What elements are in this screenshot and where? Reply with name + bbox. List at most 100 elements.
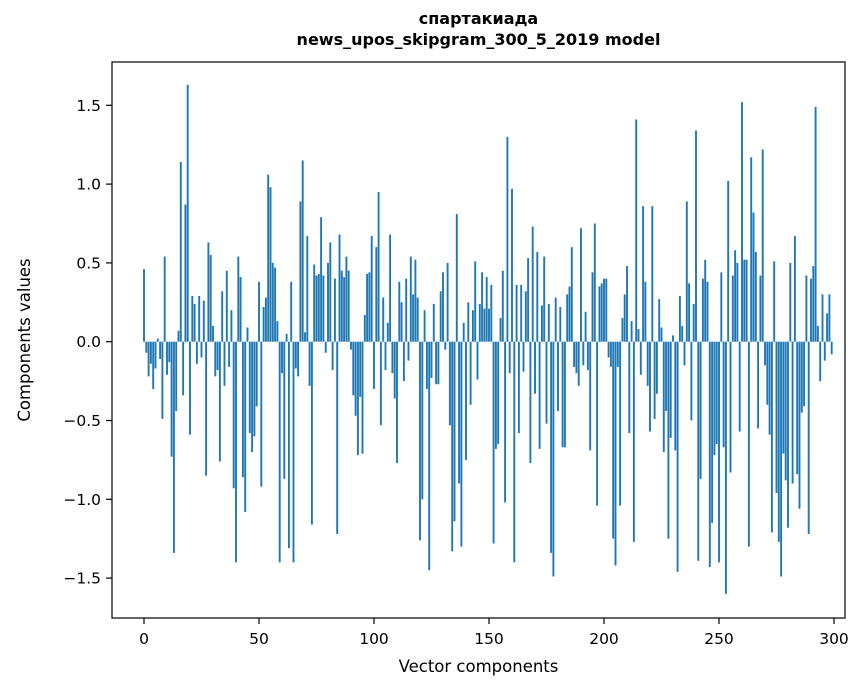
bar: [264, 297, 267, 342]
bar: [690, 341, 693, 421]
bar: [166, 341, 168, 375]
bar: [189, 341, 191, 435]
bar: [729, 341, 732, 473]
bar: [734, 250, 737, 342]
bar: [377, 191, 380, 342]
bar: [653, 341, 656, 419]
bar: [561, 341, 564, 448]
bar: [708, 341, 711, 568]
bar: [759, 275, 762, 342]
bar: [476, 341, 479, 380]
bar: [488, 308, 490, 342]
bar: [329, 242, 332, 342]
y-tick-label: −0.5: [63, 412, 101, 430]
bar: [442, 272, 444, 342]
bar: [738, 341, 741, 432]
bar: [764, 341, 766, 366]
bar: [816, 325, 819, 342]
bar: [621, 318, 624, 342]
bar: [715, 341, 718, 445]
bar: [699, 341, 702, 479]
x-axis: 0 50 100 150 200 250 300: [139, 618, 849, 648]
bar: [225, 270, 228, 342]
bar: [172, 341, 175, 553]
bar: [361, 341, 364, 454]
bar: [598, 286, 601, 342]
bar: [366, 273, 369, 342]
bar: [338, 234, 341, 342]
bar: [752, 212, 755, 342]
bar: [244, 341, 247, 512]
y-tick-label: −1.5: [63, 570, 101, 588]
y-tick-label: 1.5: [76, 97, 101, 115]
bar: [285, 333, 288, 342]
bar: [780, 341, 783, 577]
bar: [391, 341, 394, 374]
bar: [607, 341, 610, 358]
bar: [761, 149, 764, 342]
chart-title-line2: news_upos_skipgram_300_5_2019 model: [297, 30, 661, 49]
bar: [492, 341, 495, 544]
bar: [688, 283, 691, 342]
bar: [239, 277, 242, 342]
bar: [255, 341, 258, 407]
bar: [407, 341, 410, 361]
bar: [722, 341, 725, 448]
bar: [789, 262, 792, 342]
x-tick-label: 50: [249, 630, 269, 648]
bar: [260, 341, 263, 487]
bar: [826, 313, 829, 342]
bar: [768, 341, 771, 435]
bar: [736, 262, 739, 342]
bar: [573, 341, 576, 367]
bar: [517, 341, 520, 434]
bar: [271, 262, 274, 342]
bar: [674, 341, 677, 451]
bar: [170, 341, 173, 457]
bar: [269, 187, 272, 342]
bar: [644, 281, 647, 342]
bar: [695, 130, 697, 342]
bar: [402, 341, 405, 382]
bar: [193, 303, 196, 342]
bar: [524, 291, 527, 342]
bar: [163, 256, 166, 342]
bar: [630, 321, 633, 342]
bar: [278, 341, 281, 563]
bar: [773, 261, 776, 342]
bar: [552, 341, 555, 577]
bar: [616, 341, 619, 367]
bar: [490, 284, 493, 342]
bar: [437, 341, 440, 385]
bar: [448, 341, 451, 426]
bar: [499, 318, 502, 342]
bar: [718, 341, 720, 563]
bar: [637, 329, 640, 342]
bar: [363, 314, 366, 342]
bar: [474, 261, 477, 342]
bar: [678, 296, 681, 342]
bar: [274, 267, 277, 342]
bar: [554, 297, 557, 342]
bar: [168, 341, 171, 363]
bar: [540, 305, 543, 342]
bar: [720, 272, 723, 342]
bar: [515, 284, 518, 342]
bar: [513, 341, 516, 563]
bar: [750, 157, 753, 342]
bar: [327, 262, 329, 342]
bar: [580, 228, 582, 342]
bar: [460, 341, 463, 547]
bar: [557, 341, 559, 412]
bar: [393, 341, 396, 399]
bar: [784, 341, 787, 481]
bar: [195, 341, 198, 364]
bar: [218, 341, 221, 462]
bar: [451, 341, 454, 552]
bar: [575, 341, 578, 374]
bar: [175, 341, 178, 412]
y-axis: −1.5 −1.0 −0.5 0.0 0.5 1.0 1.5: [63, 97, 112, 588]
bar: [294, 341, 297, 369]
